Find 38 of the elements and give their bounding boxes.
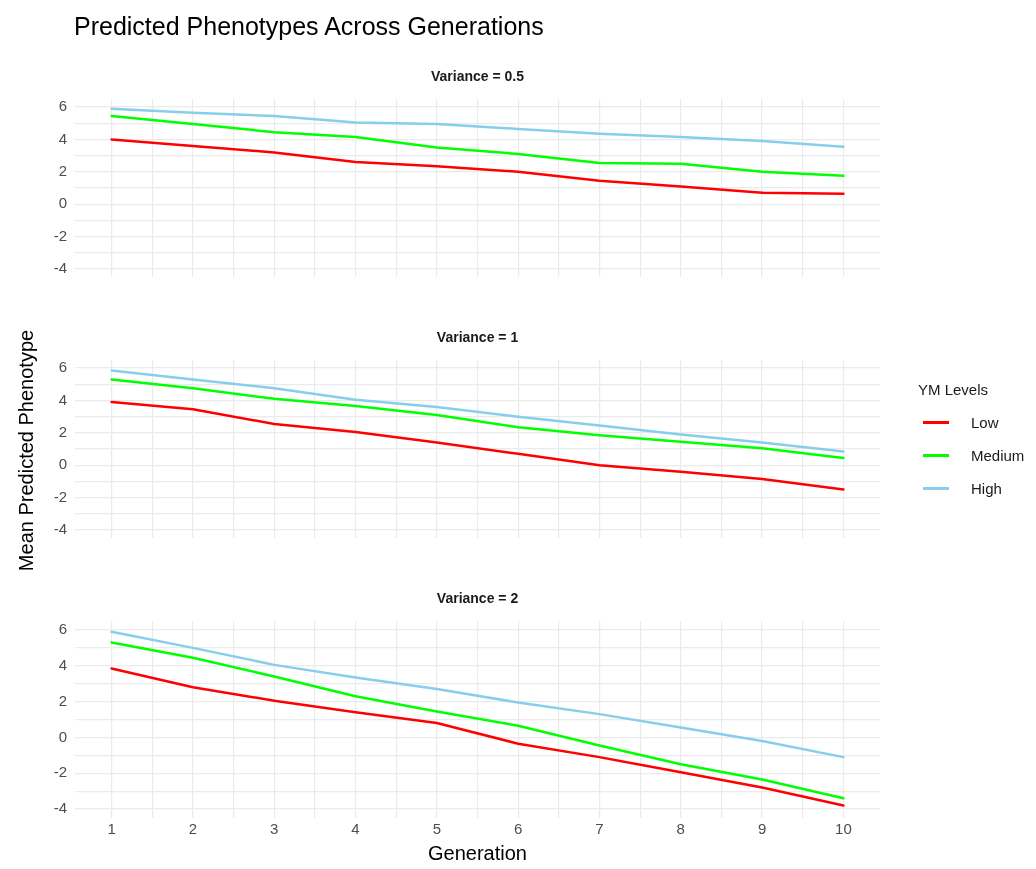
y-tick-label: -2 xyxy=(53,487,67,505)
x-tick-label: 7 xyxy=(595,820,604,838)
y-tick-label: 2 xyxy=(58,691,67,709)
y-tick-label: 2 xyxy=(58,422,67,440)
x-tick-label: 8 xyxy=(676,820,685,838)
y-tick-label: 0 xyxy=(58,455,67,473)
y-tick-label: -2 xyxy=(53,763,67,781)
chart-subtitle: Variance = 0.5 xyxy=(430,68,525,84)
x-tick-label: 1 xyxy=(107,820,116,838)
x-tick-label: 5 xyxy=(432,820,442,838)
chart-title: Predicted Phenotypes Across Generations xyxy=(74,12,544,41)
y-tick-label: 6 xyxy=(58,358,67,376)
y-tick-label: 4 xyxy=(58,655,67,673)
y-tick-label: -4 xyxy=(53,259,67,277)
x-tick-label: 2 xyxy=(188,820,198,838)
legend-title: YM Levels xyxy=(918,381,990,398)
x-tick-label: 4 xyxy=(351,820,360,838)
x-tick-label: 9 xyxy=(757,820,767,838)
legend-label: Medium xyxy=(971,447,1025,464)
y-tick-label: -4 xyxy=(53,520,67,538)
x-axis-title: Generation xyxy=(427,842,528,865)
y-tick-label: 6 xyxy=(58,97,67,115)
y-tick-label: 4 xyxy=(58,390,67,408)
chart-subtitle: Variance = 1 xyxy=(435,329,520,345)
y-tick-label: 0 xyxy=(58,194,67,212)
legend-label: Low xyxy=(971,414,999,431)
y-tick-label: -2 xyxy=(53,226,67,244)
chart-subtitle: Variance = 2 xyxy=(435,590,520,606)
x-tick-label: 6 xyxy=(513,820,523,838)
y-tick-label: 4 xyxy=(58,129,67,147)
y-tick-label: 2 xyxy=(58,161,67,179)
x-tick-label: 3 xyxy=(270,820,279,838)
x-tick-label: 10 xyxy=(835,820,852,838)
legend-label: High xyxy=(971,480,1002,497)
y-tick-label: 0 xyxy=(58,727,67,745)
y-tick-label: 6 xyxy=(58,620,67,638)
y-axis-title: Mean Predicted Phenotype xyxy=(14,329,38,571)
y-tick-label: -4 xyxy=(53,799,67,817)
